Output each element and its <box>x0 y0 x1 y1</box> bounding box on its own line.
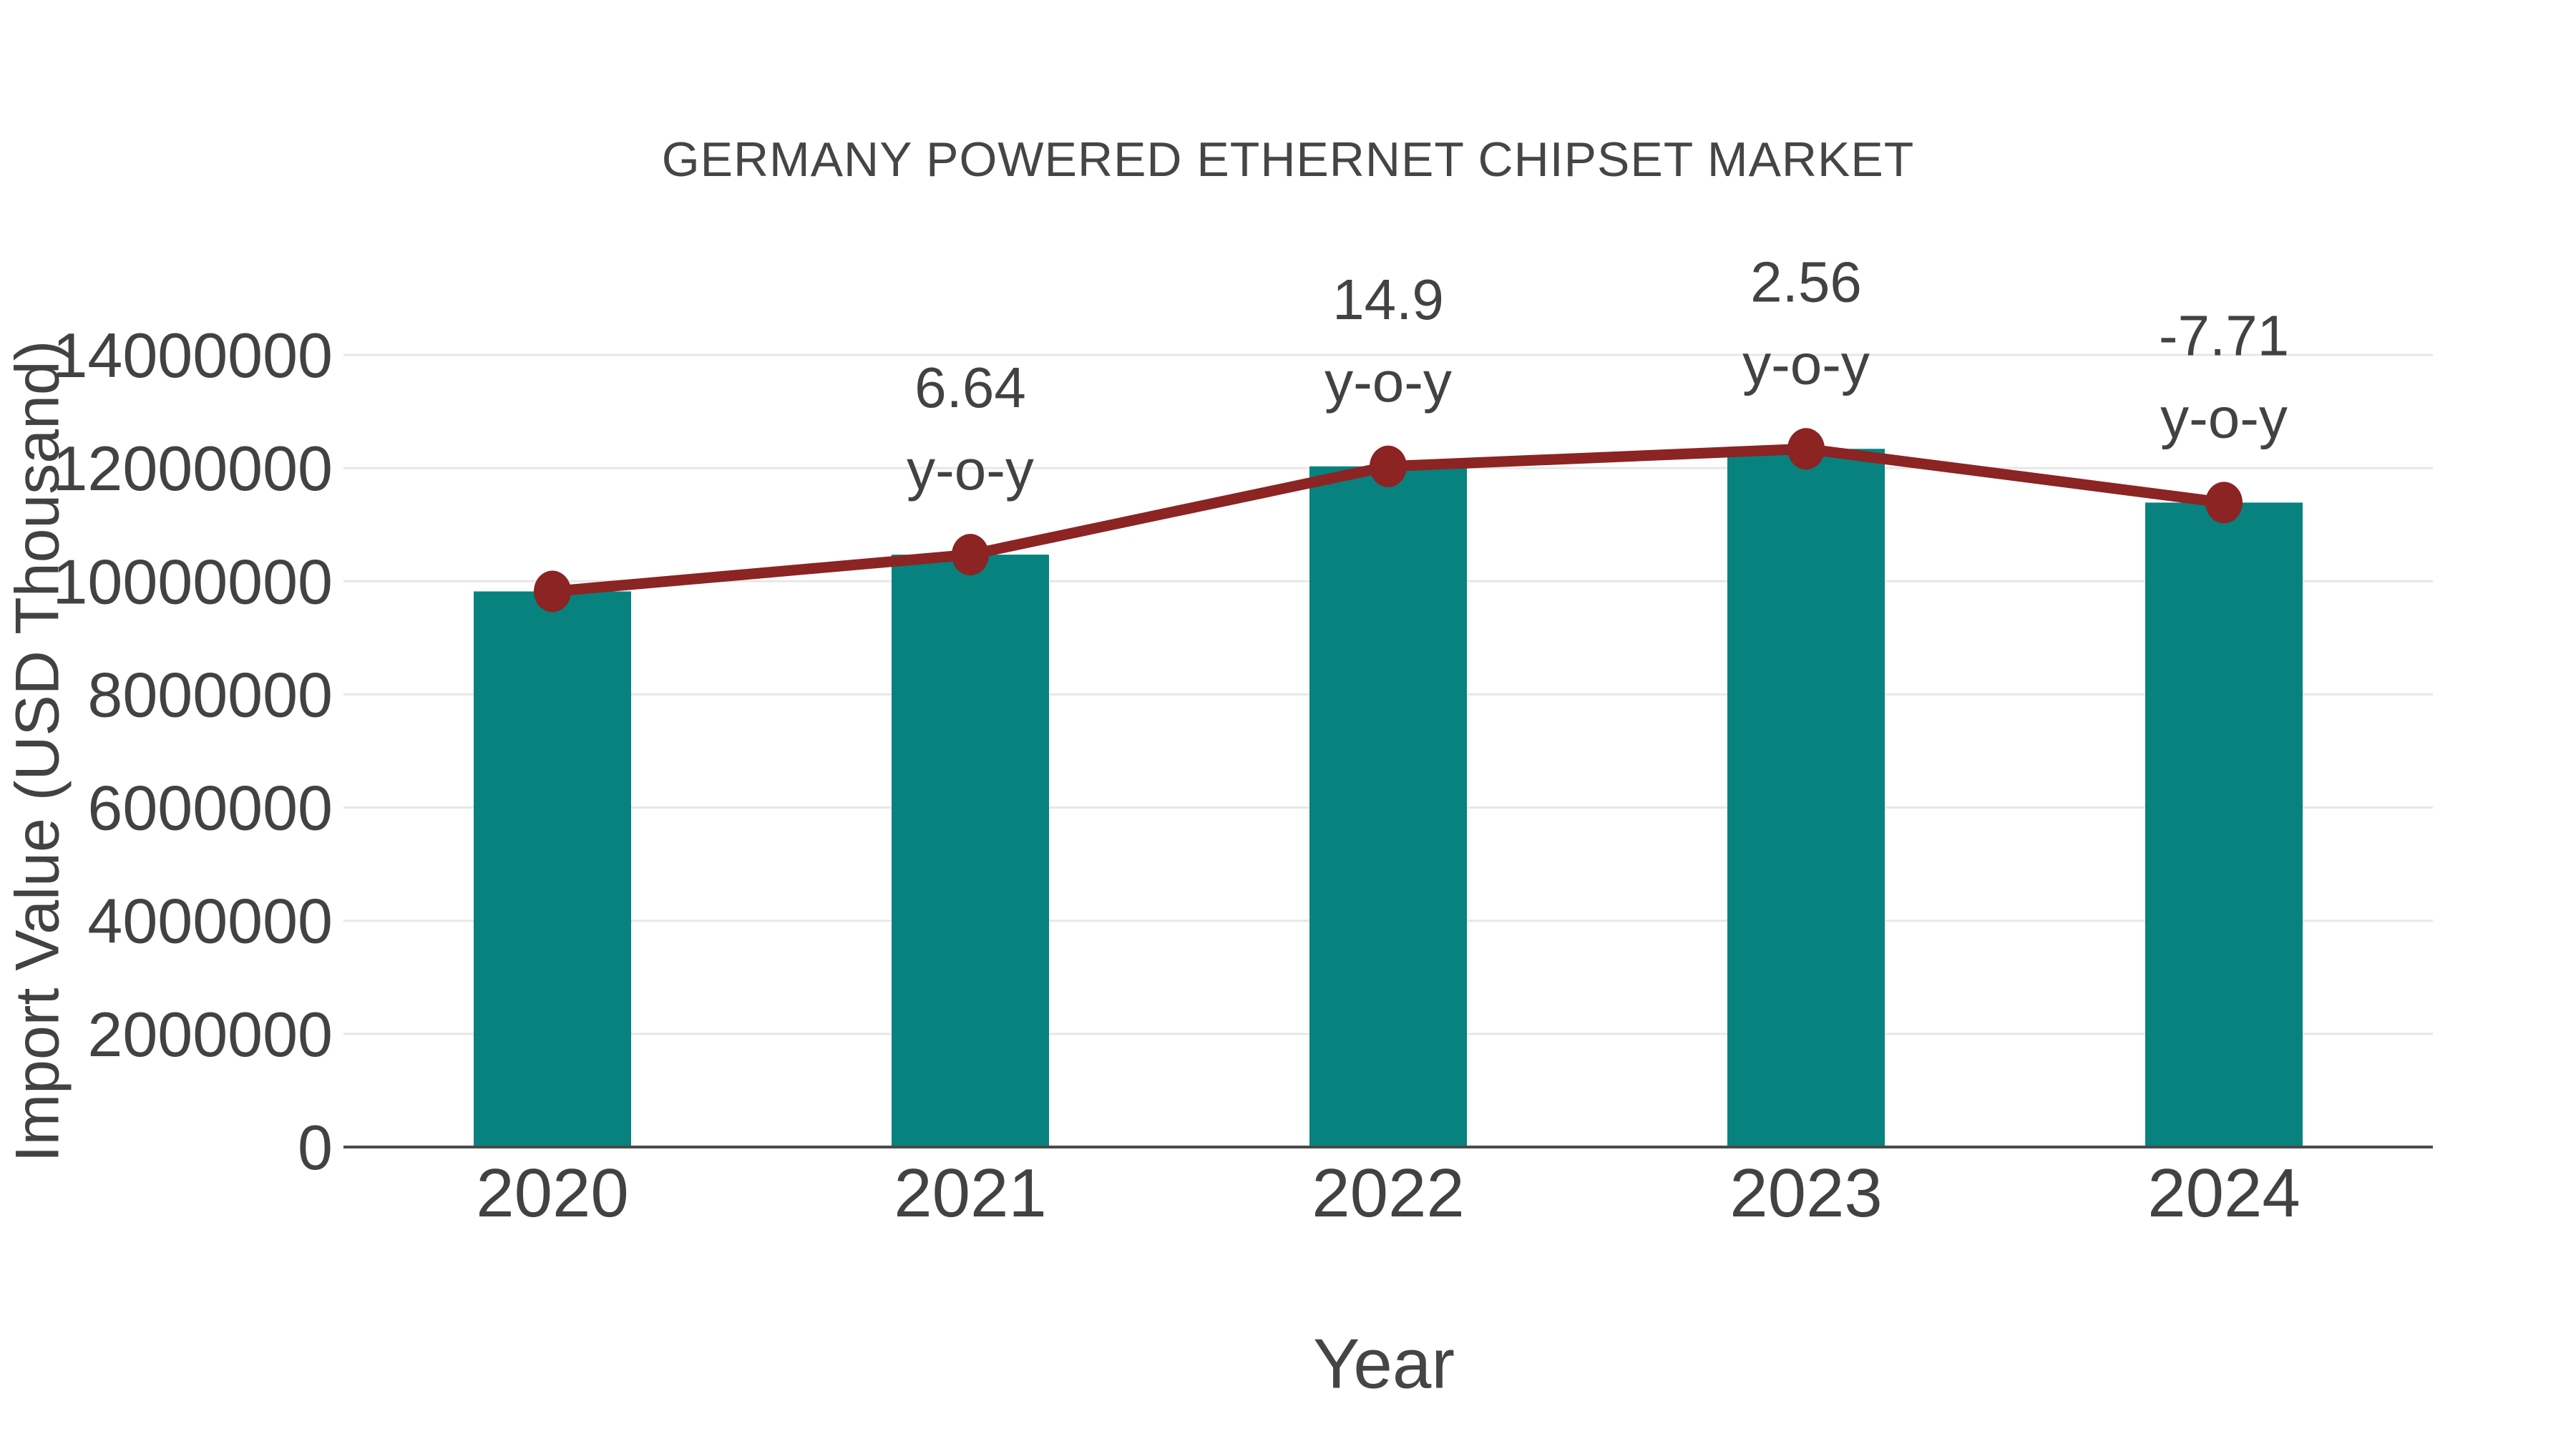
x-tick-label-2022: 2022 <box>1312 1155 1465 1231</box>
bar-2024 <box>2145 502 2303 1147</box>
annotation-sub-2024: y-o-y <box>2160 386 2288 449</box>
annotation-sub-2022: y-o-y <box>1324 350 1452 414</box>
y-tick-label-12000000: 12000000 <box>52 433 333 504</box>
y-tick-label-14000000: 14000000 <box>52 320 333 391</box>
y-axis-title: Import Value (USD Thousand) <box>3 340 72 1163</box>
marker-2020 <box>534 570 571 613</box>
bar-2022 <box>1309 466 1467 1147</box>
annotation-value-2021: 6.64 <box>914 356 1026 419</box>
y-tick-label-6000000: 6000000 <box>87 773 333 844</box>
bar-2020 <box>474 591 631 1147</box>
bar-2023 <box>1727 449 1885 1147</box>
x-axis-title: Year <box>1312 1324 1455 1403</box>
marker-2021 <box>952 534 989 576</box>
y-tick-label-0: 0 <box>298 1112 333 1183</box>
bar-2021 <box>892 555 1049 1147</box>
marker-2023 <box>1787 428 1825 470</box>
y-tick-label-2000000: 2000000 <box>87 999 333 1070</box>
x-tick-label-2023: 2023 <box>1729 1155 1883 1231</box>
annotation-value-2023: 2.56 <box>1750 250 1862 313</box>
y-tick-label-10000000: 10000000 <box>52 546 333 617</box>
x-tick-label-2024: 2024 <box>2147 1155 2301 1231</box>
marker-2022 <box>1370 445 1407 487</box>
annotation-value-2024: -7.71 <box>2159 303 2289 367</box>
annotation-sub-2021: y-o-y <box>907 438 1034 502</box>
y-tick-label-8000000: 8000000 <box>87 659 333 730</box>
x-tick-label-2020: 2020 <box>476 1155 629 1231</box>
marker-2024 <box>2205 482 2243 524</box>
y-tick-label-4000000: 4000000 <box>87 886 333 957</box>
annotation-sub-2023: y-o-y <box>1742 332 1870 396</box>
x-tick-label-2021: 2021 <box>894 1155 1047 1231</box>
chart-title: GERMANY POWERED ETHERNET CHIPSET MARKET <box>661 132 1915 187</box>
annotation-value-2022: 14.9 <box>1332 268 1444 331</box>
